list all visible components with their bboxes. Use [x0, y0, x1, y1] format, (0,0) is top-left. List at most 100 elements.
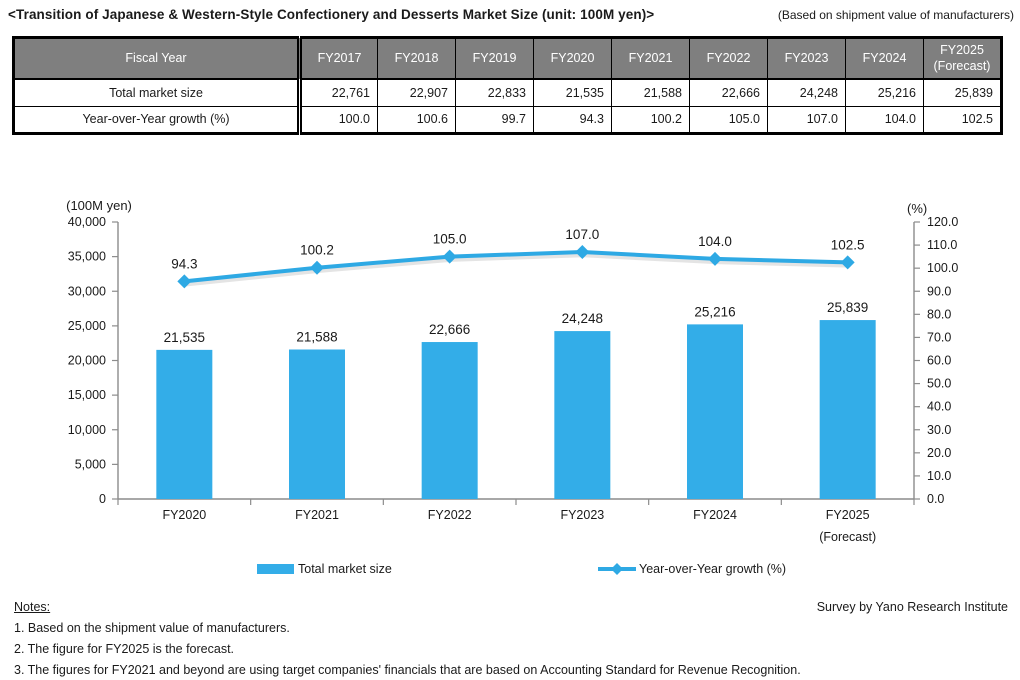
right-axis-tick-label: 60.0 — [927, 354, 951, 368]
notes-section: Notes: Survey by Yano Research Institute… — [14, 600, 1008, 677]
survey-credit: Survey by Yano Research Institute — [816, 600, 1008, 614]
left-axis-title: (100M yen) — [66, 198, 132, 213]
note-line-1: 1. Based on the shipment value of manufa… — [14, 621, 290, 635]
right-axis-tick-label: 0.0 — [927, 492, 944, 506]
table-cell: 22,666 — [689, 78, 768, 107]
table-cell: 25,839 — [923, 78, 1002, 107]
chart-area: 0 5,000 10,000 15,000 20,000 25,000 30,000 35,0… — [0, 192, 1020, 560]
note-line-3: 3. The figures for FY2021 and beyond are… — [14, 663, 801, 677]
bar — [554, 331, 611, 499]
left-axis-tick-label: 30,000 — [68, 284, 106, 298]
bar-value-label: 21,535 — [164, 330, 205, 345]
line-swatch-icon — [598, 563, 636, 575]
legend-item-total-market-size: Total market size — [257, 561, 392, 577]
row-label: Total market size — [13, 78, 302, 107]
left-axis-tick-label: 40,000 — [68, 215, 106, 229]
right-axis-tick-label: 10.0 — [927, 469, 951, 483]
right-axis-tick-label: 20.0 — [927, 446, 951, 460]
table-cell: 100.0 — [299, 105, 378, 134]
bar-swatch-icon — [257, 564, 294, 574]
bar-value-label: 24,248 — [562, 311, 603, 326]
x-axis-category-label: FY2022 — [428, 508, 472, 522]
table-cell: 100.2 — [611, 105, 690, 134]
line-value-label: 94.3 — [171, 256, 197, 271]
left-axis-tick-label: 35,000 — [68, 250, 106, 264]
right-axis-tick-label: 70.0 — [927, 330, 951, 344]
x-axis-category-label: FY2020 — [162, 508, 206, 522]
table-cell: 25,216 — [845, 78, 924, 107]
year-header: FY2019 — [455, 37, 534, 81]
right-axis-tick-label: 40.0 — [927, 400, 951, 414]
x-axis-category-label: FY2024 — [693, 508, 737, 522]
bar-value-label: 25,839 — [827, 300, 868, 315]
right-axis-tick-label: 100.0 — [927, 261, 958, 275]
basis-note: (Based on shipment value of manufacturer… — [777, 8, 1014, 22]
right-axis-tick-label: 120.0 — [927, 215, 958, 229]
table-row: Total market size 22,761 22,907 22,833 21,53… — [13, 78, 1002, 107]
table-cell: 99.7 — [455, 105, 534, 134]
header-bar: <Transition of Japanese & Western-Style … — [8, 7, 1014, 22]
diamond-marker-icon — [310, 260, 324, 275]
table-cell: 22,833 — [455, 78, 534, 107]
diamond-marker-icon — [442, 249, 457, 264]
market-size-table: Fiscal Year FY2017 FY2018 FY2019 FY2020 FY202… — [12, 36, 1003, 135]
right-axis-tick-label: 80.0 — [927, 307, 951, 321]
diamond-marker-icon — [840, 255, 855, 270]
bar-value-label: 25,216 — [694, 304, 735, 319]
bar-value-label: 21,588 — [296, 330, 337, 345]
line-shadow — [183, 252, 851, 287]
left-axis-tick-label: 25,000 — [68, 319, 106, 333]
table-cell: 107.0 — [767, 105, 846, 134]
line-value-label: 102.5 — [831, 237, 865, 252]
bar — [819, 320, 876, 499]
right-axis-tick-label: 30.0 — [927, 423, 951, 437]
table-cell: 22,907 — [377, 78, 456, 107]
line-value-label: 107.0 — [565, 227, 599, 242]
table-cell: 94.3 — [533, 105, 612, 134]
year-header: FY2020 — [533, 37, 612, 81]
left-axis-tick-label: 20,000 — [68, 354, 106, 368]
left-axis-tick-label: 5,000 — [75, 457, 106, 471]
diamond-marker-icon — [708, 251, 722, 266]
right-axis-tick-label: 90.0 — [927, 284, 951, 298]
right-axis-tick-label: 50.0 — [927, 377, 951, 391]
line-value-label: 105.0 — [433, 232, 467, 247]
notes-header-row: Notes: Survey by Yano Research Institute — [14, 600, 1008, 614]
left-axis-tick-label: 0 — [99, 492, 106, 506]
table-cell: 21,588 — [611, 78, 690, 107]
year-header: FY2025 (Forecast) — [923, 37, 1002, 81]
left-axis-tick-label: 10,000 — [68, 423, 106, 437]
year-header: FY2018 — [377, 37, 456, 81]
x-axis-category-label: (Forecast) — [819, 530, 876, 544]
year-header: FY2022 — [689, 37, 768, 81]
x-axis-category-label: FY2023 — [560, 508, 604, 522]
combo-chart: 0 5,000 10,000 15,000 20,000 25,000 30,000 35,0… — [66, 198, 958, 544]
left-axis-tick-label: 15,000 — [68, 388, 106, 402]
notes-heading: Notes: — [14, 600, 51, 614]
bar — [421, 342, 478, 499]
table-cell: 105.0 — [689, 105, 768, 134]
year-header: FY2017 — [299, 37, 378, 81]
table-cell: 102.5 — [923, 105, 1002, 134]
year-header: FY2024 — [845, 37, 924, 81]
bar — [289, 349, 345, 499]
page-title: <Transition of Japanese & Western-Style … — [8, 7, 655, 22]
x-axis-category-label: FY2025 — [826, 508, 870, 522]
legend-label-total-market-size: Total market size — [298, 562, 392, 576]
table-cell: 100.6 — [377, 105, 456, 134]
table-cell: 24,248 — [767, 78, 846, 107]
diamond-marker-icon — [177, 274, 192, 289]
right-axis-tick-label: 110.0 — [927, 238, 957, 252]
bar — [687, 324, 743, 499]
note-line-2: 2. The figure for FY2025 is the forecast… — [14, 642, 235, 656]
line-value-label: 104.0 — [698, 234, 732, 249]
growth-line — [182, 250, 850, 284]
table-cell: 21,535 — [533, 78, 612, 107]
x-axis-category-label: FY2021 — [295, 508, 339, 522]
line-value-label: 100.2 — [300, 243, 334, 258]
diamond-marker-icon — [575, 245, 590, 260]
row-label: Year-over-Year growth (%) — [13, 105, 302, 134]
bar — [156, 349, 213, 499]
table-cell: 104.0 — [845, 105, 924, 134]
